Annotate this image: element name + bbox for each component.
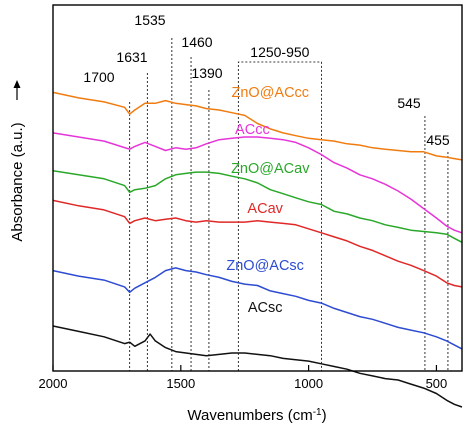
annotation-label-0: 1700 [83, 69, 114, 85]
annotation-label-1: 1631 [116, 49, 147, 65]
series-label-5: ACsc [248, 300, 283, 316]
series-label-2: ZnO@ACav [231, 161, 310, 177]
series-line-5 [52, 325, 463, 408]
x-tick-label-2: 1000 [294, 376, 323, 391]
x-axis-title-sup: -1 [313, 407, 322, 418]
x-axis-title: Wavenumbers (cm-1) [187, 407, 326, 425]
series-line-4 [52, 267, 463, 350]
plot-frame [52, 4, 463, 372]
series-line-0 [52, 91, 463, 161]
x-axis-ticks: 2000 1500 1000 500 [39, 365, 448, 391]
x-tick-label-3: 500 [426, 376, 448, 391]
series-label-1: ACcc [235, 122, 270, 138]
x-axis-title-close: ) [322, 407, 327, 424]
series-labels: ZnO@ACcc ACcc ZnO@ACav ACav ZnO@ACsc ACsc [226, 85, 310, 316]
series-line-3 [52, 199, 463, 288]
series-label-0: ZnO@ACcc [232, 85, 310, 101]
series-line-2 [52, 170, 463, 243]
x-tick-label-0: 2000 [39, 376, 68, 391]
annotation-label-3: 1460 [181, 34, 212, 50]
annotation-lines [129, 38, 449, 371]
annotation-label-7: 455 [426, 132, 450, 148]
annotation-label-5: 1250-950 [250, 44, 309, 60]
x-tick-label-1: 1500 [166, 376, 195, 391]
y-axis-arrow [13, 80, 21, 100]
series-label-3: ACav [247, 201, 283, 217]
series-label-4: ZnO@ACsc [226, 258, 304, 274]
annotation-label-4: 1390 [191, 65, 222, 81]
x-axis-title-main: Wavenumbers (cm [187, 407, 312, 424]
annotation-label-6: 545 [397, 95, 421, 111]
series-lines [52, 91, 463, 408]
y-axis-title: Absorbance (a.u.) [9, 122, 26, 241]
series-line-1 [52, 132, 463, 234]
annotation-label-2: 1535 [134, 12, 165, 28]
